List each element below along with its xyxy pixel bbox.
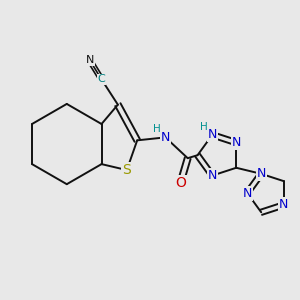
Text: N: N [256, 167, 266, 180]
Text: N: N [85, 55, 94, 65]
Text: O: O [175, 176, 186, 190]
Text: N: N [208, 169, 217, 182]
Text: N: N [279, 198, 289, 212]
Text: S: S [122, 163, 131, 177]
Text: N: N [208, 128, 217, 141]
Text: N: N [232, 136, 241, 149]
Text: H: H [200, 122, 207, 131]
Text: H: H [153, 124, 161, 134]
Text: N: N [243, 187, 252, 200]
Text: C: C [98, 74, 105, 84]
Text: N: N [161, 131, 170, 144]
